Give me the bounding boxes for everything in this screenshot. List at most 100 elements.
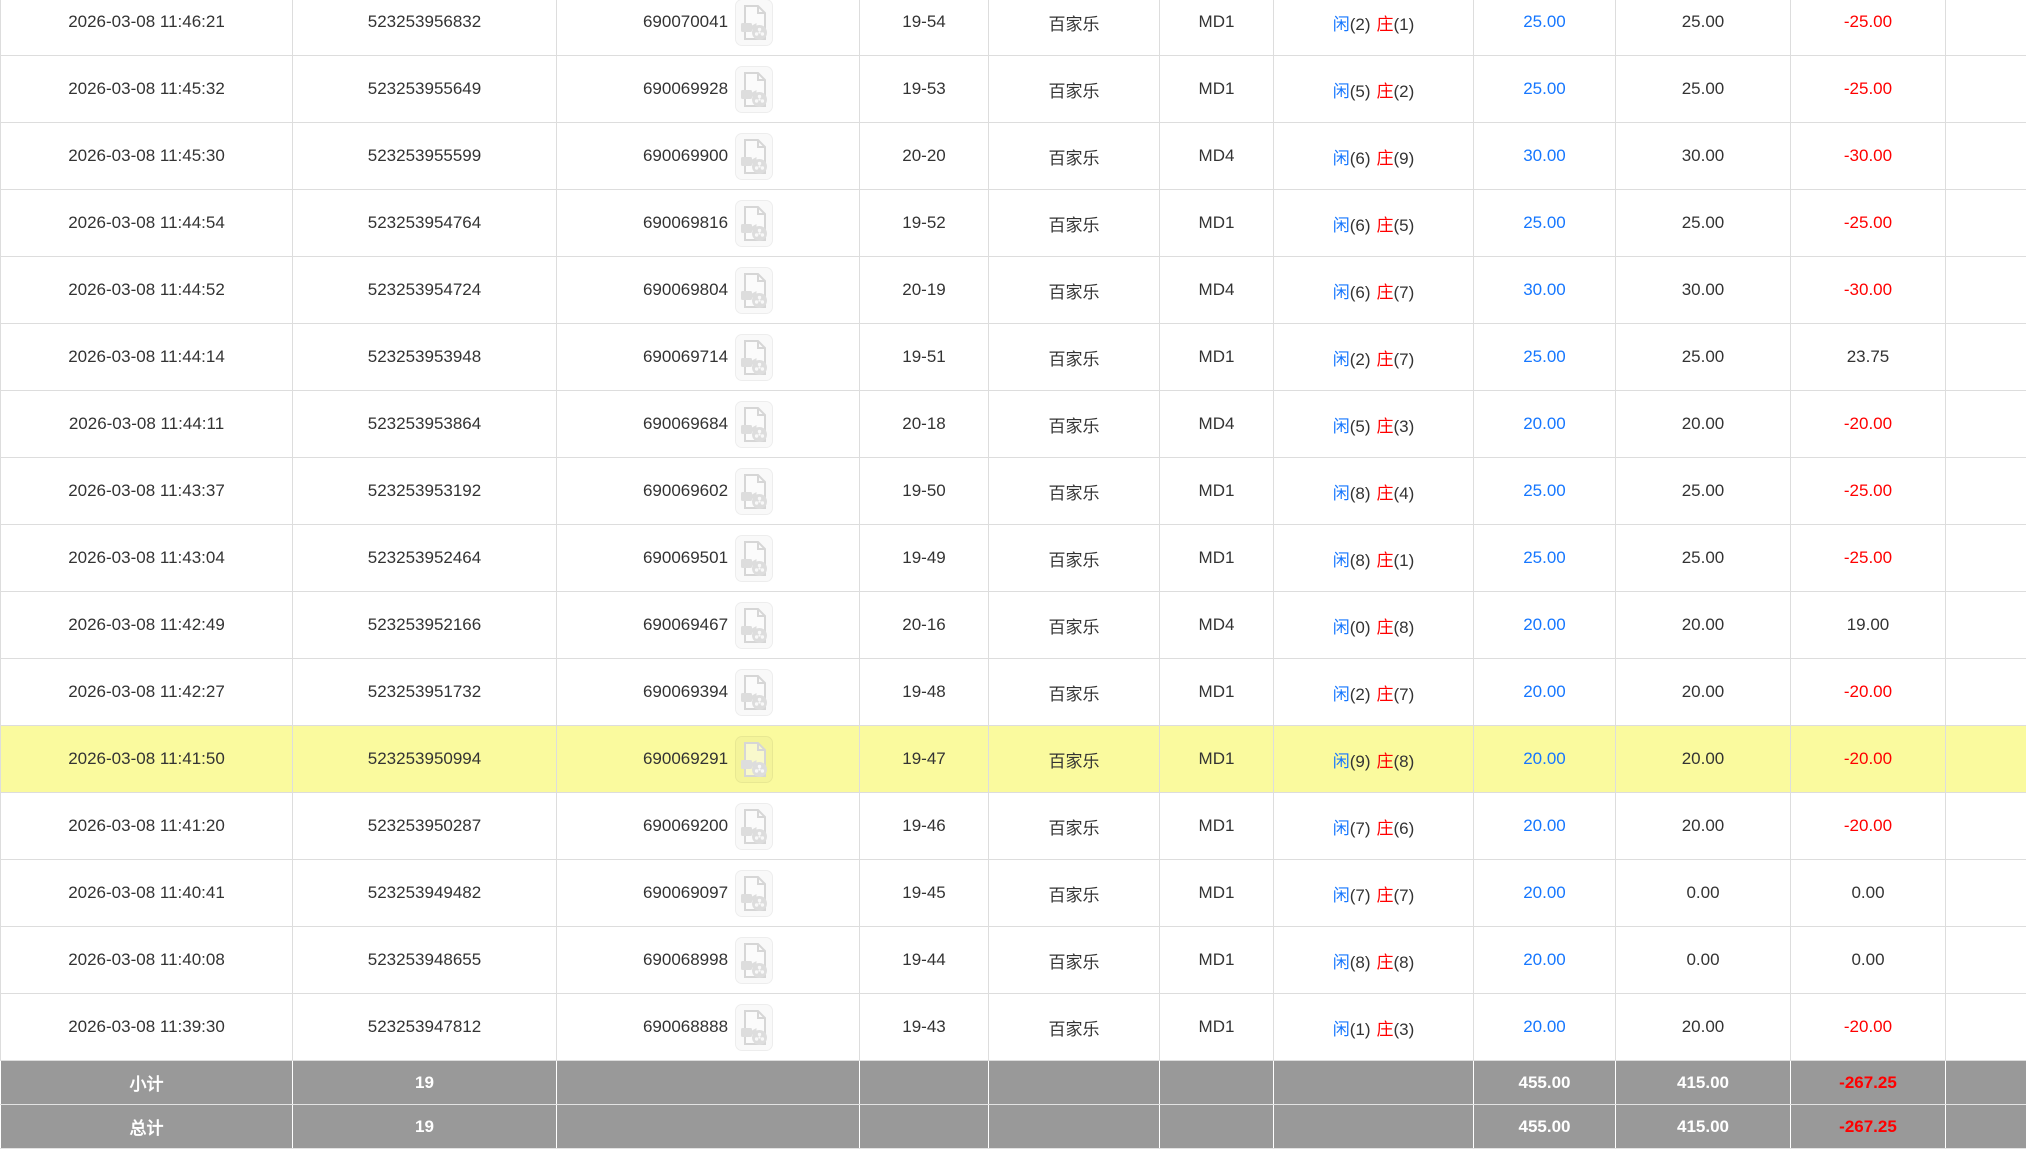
server-cell: MD1 (1159, 457, 1274, 525)
valid-amount-cell: 25.00 (1615, 189, 1791, 257)
result-cell: 闲(1) 庄(3) (1273, 993, 1474, 1061)
round-id-cell: 690068888 (556, 993, 860, 1061)
round-id-cell: 690069900 (556, 122, 860, 190)
replay-video-button[interactable] (735, 735, 774, 783)
video-file-icon (741, 272, 768, 308)
server-cell: MD1 (1159, 323, 1274, 391)
replay-video-button[interactable] (735, 936, 774, 984)
winloss-cell: -25.00 (1790, 457, 1946, 525)
table-row[interactable]: 2026-03-08 11:44:52 523253954724 6900698… (0, 256, 2026, 324)
video-file-icon (741, 674, 768, 710)
bet-id-cell: 523253947812 (292, 993, 557, 1061)
table-round-cell: 20-20 (859, 122, 989, 190)
banker-count: (8) (1393, 617, 1415, 637)
video-file-icon (741, 741, 768, 777)
game-name-cell: 百家乐 (988, 524, 1160, 592)
table-row[interactable]: 2026-03-08 11:42:27 523253951732 6900693… (0, 658, 2026, 726)
table-row[interactable]: 2026-03-08 11:41:20 523253950287 6900692… (0, 792, 2026, 860)
table-row[interactable]: 2026-03-08 11:40:41 523253949482 6900690… (0, 859, 2026, 927)
table-row[interactable]: 2026-03-08 11:43:37 523253953192 6900696… (0, 457, 2026, 525)
player-label: 闲 (1332, 14, 1350, 34)
replay-video-button[interactable] (735, 132, 774, 180)
player-count: (2) (1349, 349, 1371, 369)
table-row[interactable]: 2026-03-08 11:43:04 523253952464 6900695… (0, 524, 2026, 592)
round-id-value: 690069097 (642, 883, 729, 902)
player-label: 闲 (1332, 215, 1350, 235)
replay-video-button[interactable] (735, 333, 774, 381)
player-count: (2) (1349, 684, 1371, 704)
player-count: (8) (1349, 952, 1371, 972)
valid-amount-cell: 25.00 (1615, 0, 1791, 56)
replay-video-button[interactable] (735, 668, 774, 716)
replay-video-button[interactable] (735, 601, 774, 649)
banker-count: (3) (1393, 1019, 1415, 1039)
round-id-value: 690069602 (642, 481, 729, 500)
bet-amount-cell: 30.00 (1473, 122, 1616, 190)
banker-label: 庄 (1376, 349, 1394, 369)
video-file-icon (741, 1009, 768, 1045)
replay-video-button[interactable] (735, 65, 774, 113)
table-round-cell: 19-48 (859, 658, 989, 726)
replay-video-button[interactable] (735, 802, 774, 850)
player-count: (8) (1349, 550, 1371, 570)
winloss-cell: 23.75 (1790, 323, 1946, 391)
table-row[interactable]: 2026-03-08 11:40:08 523253948655 6900689… (0, 926, 2026, 994)
player-count: (7) (1349, 885, 1371, 905)
bet-amount-cell: 25.00 (1473, 0, 1616, 56)
banker-count: (8) (1393, 751, 1415, 771)
result-cell: 闲(0) 庄(8) (1273, 591, 1474, 659)
round-id-value: 690069684 (642, 414, 729, 433)
empty-trailing-cell (1945, 926, 2026, 994)
table-round-cell: 19-52 (859, 189, 989, 257)
bet-amount-cell: 20.00 (1473, 993, 1616, 1061)
bet-amount-cell: 25.00 (1473, 55, 1616, 123)
video-file-icon (741, 4, 768, 40)
round-id-value: 690069816 (642, 213, 729, 232)
replay-video-button[interactable] (735, 266, 774, 314)
summary-winloss-cell: -267.25 (1790, 1104, 1946, 1149)
server-cell: MD4 (1159, 122, 1274, 190)
bet-time-cell: 2026-03-08 11:43:04 (0, 524, 293, 592)
table-row[interactable]: 2026-03-08 11:46:21 523253956832 6900700… (0, 0, 2026, 56)
player-label: 闲 (1332, 282, 1350, 302)
replay-video-button[interactable] (735, 534, 774, 582)
replay-video-button[interactable] (735, 869, 774, 917)
result-cell: 闲(8) 庄(8) (1273, 926, 1474, 994)
replay-video-button[interactable] (735, 467, 774, 515)
summary-valid-cell: 415.00 (1615, 1104, 1791, 1149)
replay-video-button[interactable] (735, 0, 774, 46)
table-row[interactable]: 2026-03-08 11:44:54 523253954764 6900698… (0, 189, 2026, 257)
bet-id-cell: 523253954724 (292, 256, 557, 324)
table-round-cell: 19-49 (859, 524, 989, 592)
bet-id-cell: 523253950287 (292, 792, 557, 860)
empty-trailing-cell (1945, 189, 2026, 257)
table-row[interactable]: 2026-03-08 11:44:14 523253953948 6900697… (0, 323, 2026, 391)
player-count: (7) (1349, 818, 1371, 838)
player-label: 闲 (1332, 483, 1350, 503)
round-id-cell: 690069501 (556, 524, 860, 592)
server-cell: MD1 (1159, 926, 1274, 994)
replay-video-button[interactable] (735, 1003, 774, 1051)
table-row[interactable]: 2026-03-08 11:39:30 523253947812 6900688… (0, 993, 2026, 1061)
table-row[interactable]: 2026-03-08 11:41:50 523253950994 6900692… (0, 725, 2026, 793)
valid-amount-cell: 30.00 (1615, 122, 1791, 190)
replay-video-button[interactable] (735, 199, 774, 247)
video-file-icon (741, 808, 768, 844)
server-cell: MD1 (1159, 993, 1274, 1061)
replay-video-button[interactable] (735, 400, 774, 448)
table-row[interactable]: 2026-03-08 11:45:32 523253955649 6900699… (0, 55, 2026, 123)
video-file-icon (741, 540, 768, 576)
empty-trailing-cell (1945, 993, 2026, 1061)
table-row[interactable]: 2026-03-08 11:45:30 523253955599 6900699… (0, 122, 2026, 190)
round-id-value: 690069900 (642, 146, 729, 165)
game-name-cell: 百家乐 (988, 859, 1160, 927)
video-file-icon (741, 607, 768, 643)
game-name-cell: 百家乐 (988, 457, 1160, 525)
winloss-cell: -30.00 (1790, 122, 1946, 190)
table-row[interactable]: 2026-03-08 11:42:49 523253952166 6900694… (0, 591, 2026, 659)
table-row[interactable]: 2026-03-08 11:44:11 523253953864 6900696… (0, 390, 2026, 458)
banker-count: (7) (1393, 885, 1415, 905)
empty-trailing-cell (1945, 323, 2026, 391)
banker-label: 庄 (1376, 1019, 1394, 1039)
